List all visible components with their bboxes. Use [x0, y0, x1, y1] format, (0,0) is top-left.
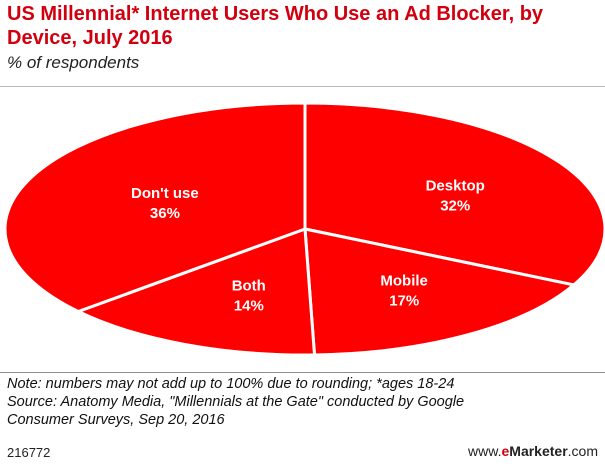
brand-prefix: www. [468, 443, 502, 459]
top-divider [0, 86, 605, 87]
slice-value-label: 17% [389, 292, 419, 309]
pie-slices [3, 101, 605, 357]
brand-logo: www.eMarketer.com [468, 443, 598, 459]
brand-suffix: .com [567, 443, 598, 459]
pie-slice-mobile [303, 227, 576, 357]
slice-value-label: 32% [440, 198, 470, 215]
slice-label: Desktop [426, 178, 485, 195]
bottom-divider [0, 372, 605, 373]
pie-slice-both [76, 227, 317, 357]
source-text-line-2: Consumer Surveys, Sep 20, 2016 [7, 412, 225, 428]
pie-slice-don-t-use [3, 101, 307, 314]
slice-label: Both [232, 278, 266, 295]
slice-label: Mobile [380, 272, 428, 289]
chart-notes: Note: numbers may not add up to 100% due… [7, 375, 597, 429]
pie-chart: Desktop 32% Mobile 17% Both 14% Don't use 36% [3, 101, 605, 357]
slice-label: Don't use [131, 185, 199, 202]
chart-subtitle: % of respondents [7, 53, 140, 72]
pie-labels: Desktop 32% Mobile 17% Both 14% Don't use 36% [131, 178, 485, 315]
pie-slice-desktop [303, 101, 605, 287]
chart-title: US Millennial* Internet Users Who Use an… [7, 3, 544, 49]
brand-main: Marketer [509, 443, 568, 459]
chart-id: 216772 [7, 445, 51, 460]
slice-value-label: 36% [150, 205, 180, 222]
slice-value-label: 14% [234, 298, 264, 315]
brand-e: e [501, 443, 510, 459]
note-text: Note: numbers may not add up to 100% due… [7, 376, 455, 392]
source-text-line-1: Source: Anatomy Media, "Millennials at t… [7, 394, 465, 410]
